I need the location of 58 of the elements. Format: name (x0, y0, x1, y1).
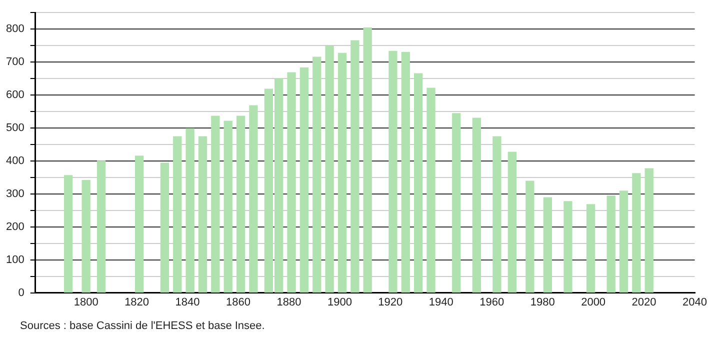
x-tick-label: 1980 (530, 296, 555, 308)
bar (543, 197, 552, 293)
bar (414, 73, 423, 293)
y-tick-label: 300 (6, 188, 24, 200)
bar (508, 152, 516, 293)
bar (644, 168, 654, 293)
bar (492, 136, 502, 293)
x-tick-label: 1820 (124, 296, 150, 308)
bar (287, 72, 296, 293)
bar (388, 50, 398, 293)
bar (249, 105, 258, 293)
bar (606, 196, 616, 293)
x-tick-label: 2000 (581, 296, 606, 308)
bar (338, 52, 347, 293)
x-tick-label: 1900 (327, 296, 352, 308)
bar (198, 136, 208, 293)
y-tick-label: 100 (6, 254, 24, 266)
bar (300, 67, 309, 293)
bar (632, 173, 641, 293)
bar (325, 46, 334, 293)
x-tick-label: 1920 (378, 296, 403, 308)
bar (350, 40, 360, 293)
x-tick-label: 1940 (428, 296, 454, 308)
x-tick-label: 2040 (682, 296, 708, 308)
bar (401, 52, 410, 293)
bar (452, 113, 461, 293)
y-tick-label: 400 (6, 154, 24, 167)
y-tick-label: 200 (6, 220, 24, 233)
bar (564, 201, 572, 293)
bar (160, 162, 170, 293)
y-tick-label: 700 (6, 56, 24, 68)
bar (526, 180, 534, 293)
bar (619, 190, 628, 293)
x-tick-label: 1960 (480, 296, 504, 308)
bar (64, 175, 73, 293)
bar (82, 180, 90, 293)
x-tick-label: 1880 (276, 296, 302, 308)
y-tick-label: 500 (6, 122, 24, 134)
bar (96, 160, 106, 293)
x-tick-label: 1800 (74, 296, 98, 308)
bar (224, 120, 232, 293)
x-tick-label: 2020 (632, 296, 656, 308)
bar (363, 27, 372, 293)
source-note: Sources : base Cassini de l'EHESS et base Insee. (20, 320, 265, 332)
bar (586, 204, 596, 293)
y-tick-label: 800 (6, 23, 24, 36)
bar (173, 136, 182, 293)
bar (472, 118, 481, 293)
bar (135, 156, 144, 293)
bar (426, 88, 436, 293)
bar (186, 128, 194, 293)
bar (312, 56, 322, 293)
bar (211, 116, 220, 293)
y-tick-label: 600 (6, 89, 24, 102)
bar (236, 116, 246, 293)
y-tick-label: 0 (18, 286, 24, 299)
x-tick-label: 1860 (226, 296, 250, 308)
x-tick-label: 1840 (175, 296, 200, 308)
